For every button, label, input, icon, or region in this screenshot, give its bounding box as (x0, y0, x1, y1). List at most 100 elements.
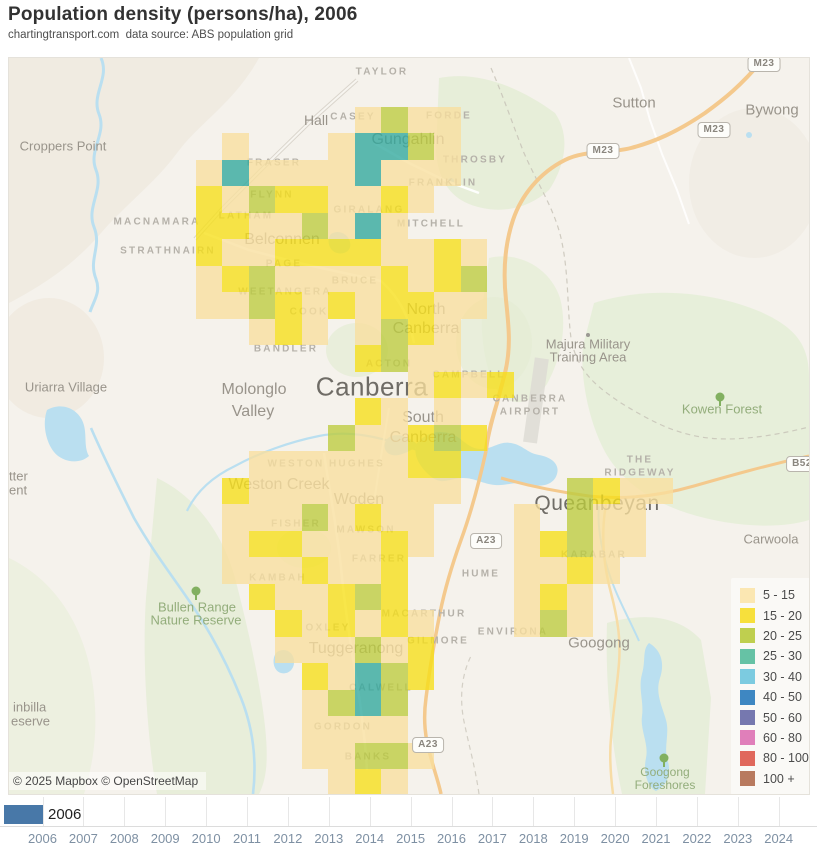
axis-year-label[interactable]: 2024 (764, 831, 794, 846)
density-cell[interactable] (407, 318, 434, 345)
density-cell[interactable] (328, 636, 355, 663)
density-cell[interactable] (354, 689, 381, 716)
density-cell[interactable] (407, 345, 434, 372)
density-cell[interactable] (566, 557, 593, 584)
density-cell[interactable] (354, 716, 381, 743)
density-cell[interactable] (354, 106, 381, 133)
density-cell[interactable] (328, 212, 355, 239)
axis-year-label[interactable]: 2009 (150, 831, 180, 846)
density-cell[interactable] (275, 265, 302, 292)
density-cell[interactable] (275, 239, 302, 266)
axis-year-label[interactable]: 2014 (355, 831, 385, 846)
density-cell[interactable] (354, 742, 381, 769)
density-cell[interactable] (566, 504, 593, 531)
density-cell[interactable] (381, 742, 408, 769)
density-cell[interactable] (460, 265, 487, 292)
density-cell[interactable] (354, 239, 381, 266)
axis-year-label[interactable]: 2019 (559, 831, 589, 846)
density-cell[interactable] (328, 186, 355, 213)
density-cell[interactable] (328, 133, 355, 160)
density-cell[interactable] (407, 239, 434, 266)
legend-item[interactable]: 100 + (740, 769, 809, 789)
density-cell[interactable] (381, 716, 408, 743)
density-cell[interactable] (513, 504, 540, 531)
density-cell[interactable] (354, 451, 381, 478)
axis-year-label[interactable]: 2023 (723, 831, 753, 846)
density-cell[interactable] (328, 292, 355, 319)
density-cell[interactable] (222, 530, 249, 557)
density-cell[interactable] (301, 557, 328, 584)
density-cell[interactable] (407, 610, 434, 637)
density-cell[interactable] (301, 451, 328, 478)
density-cell[interactable] (328, 424, 355, 451)
density-cell[interactable] (301, 663, 328, 690)
density-cell[interactable] (328, 610, 355, 637)
density-cell[interactable] (301, 716, 328, 743)
density-cell[interactable] (301, 742, 328, 769)
legend-item[interactable]: 15 - 20 (740, 605, 809, 625)
density-cell[interactable] (328, 477, 355, 504)
axis-year-label[interactable]: 2013 (314, 831, 344, 846)
density-cell[interactable] (354, 769, 381, 794)
map-canvas[interactable]: TAYLORCASEYFORDETHROSBYFRANKLINMITCHELLF… (8, 57, 810, 795)
density-cell[interactable] (407, 477, 434, 504)
density-cell[interactable] (195, 292, 222, 319)
density-cell[interactable] (381, 769, 408, 794)
density-cell[interactable] (460, 292, 487, 319)
density-cell[interactable] (328, 530, 355, 557)
density-cell[interactable] (354, 583, 381, 610)
density-cell[interactable] (328, 689, 355, 716)
density-cell[interactable] (275, 530, 302, 557)
axis-year-label[interactable]: 2020 (600, 831, 630, 846)
density-cell[interactable] (301, 292, 328, 319)
density-cell[interactable] (354, 610, 381, 637)
density-cell[interactable] (301, 636, 328, 663)
density-cell[interactable] (513, 557, 540, 584)
density-cell[interactable] (540, 610, 567, 637)
legend-item[interactable]: 50 - 60 (740, 707, 809, 727)
density-cell[interactable] (407, 504, 434, 531)
density-cell[interactable] (222, 239, 249, 266)
density-cell[interactable] (381, 133, 408, 160)
axis-year-label[interactable]: 2018 (518, 831, 548, 846)
density-cell[interactable] (434, 265, 461, 292)
density-cell[interactable] (328, 583, 355, 610)
density-cell[interactable] (222, 133, 249, 160)
density-cell[interactable] (460, 371, 487, 398)
density-cell[interactable] (381, 292, 408, 319)
axis-year-label[interactable]: 2017 (477, 831, 507, 846)
density-cell[interactable] (407, 265, 434, 292)
density-cell[interactable] (354, 345, 381, 372)
density-cell[interactable] (407, 424, 434, 451)
legend-item[interactable]: 40 - 50 (740, 687, 809, 707)
density-cell[interactable] (328, 504, 355, 531)
density-cell[interactable] (354, 477, 381, 504)
density-cell[interactable] (513, 583, 540, 610)
density-cell[interactable] (354, 133, 381, 160)
density-cell[interactable] (301, 239, 328, 266)
axis-year-label[interactable]: 2007 (68, 831, 98, 846)
density-cell[interactable] (222, 159, 249, 186)
density-cell[interactable] (275, 504, 302, 531)
density-cell[interactable] (513, 530, 540, 557)
density-cell[interactable] (354, 186, 381, 213)
density-cell[interactable] (540, 530, 567, 557)
axis-year-label[interactable]: 2010 (191, 831, 221, 846)
density-cell[interactable] (222, 504, 249, 531)
density-cell[interactable] (381, 398, 408, 425)
density-cell[interactable] (275, 159, 302, 186)
density-cell[interactable] (275, 186, 302, 213)
density-cell[interactable] (222, 292, 249, 319)
density-cell[interactable] (566, 610, 593, 637)
density-cell[interactable] (381, 239, 408, 266)
axis-year-label[interactable]: 2011 (233, 831, 261, 846)
density-cell[interactable] (381, 345, 408, 372)
density-cell[interactable] (328, 265, 355, 292)
density-cell[interactable] (275, 477, 302, 504)
density-cell[interactable] (328, 769, 355, 794)
density-cell[interactable] (195, 186, 222, 213)
axis-year-label[interactable]: 2022 (682, 831, 712, 846)
density-cell[interactable] (381, 636, 408, 663)
density-cell[interactable] (381, 477, 408, 504)
density-cell[interactable] (248, 477, 275, 504)
